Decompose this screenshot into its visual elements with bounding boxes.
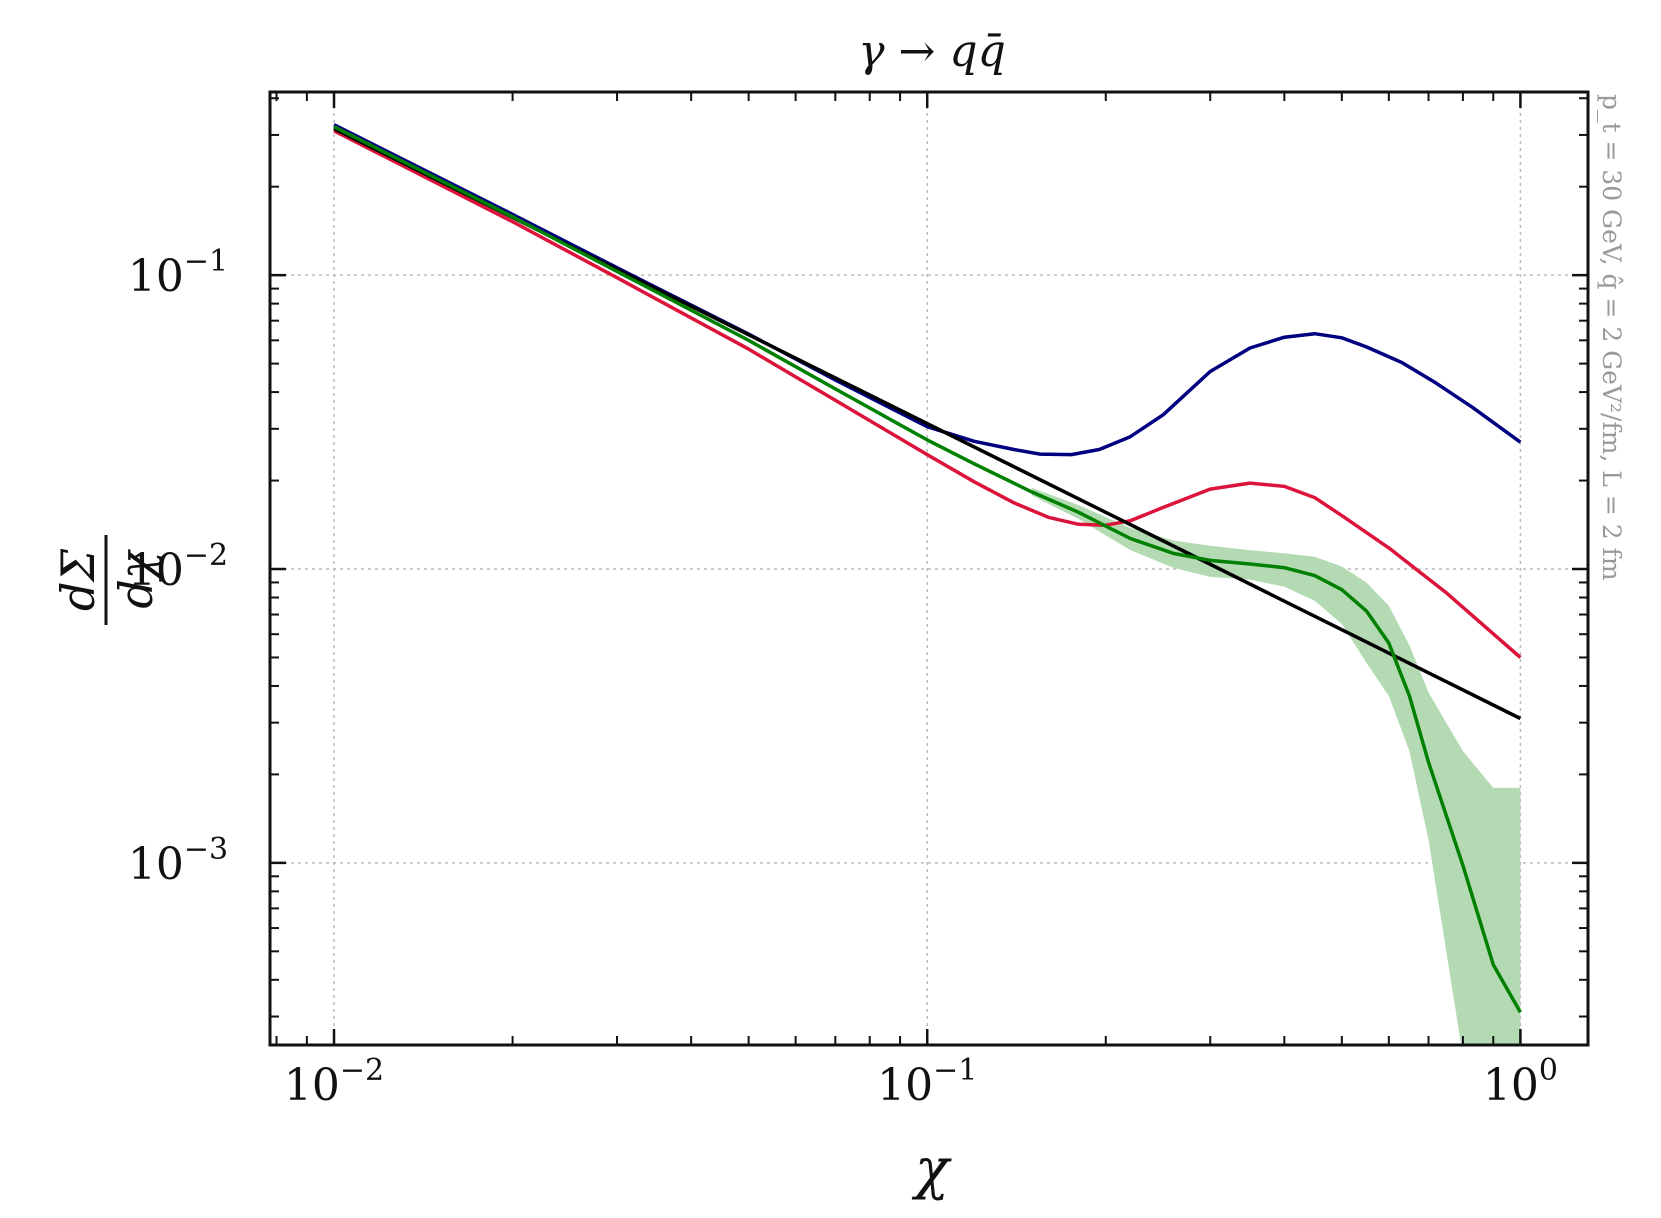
x-tick-label: 10−1 [877,1053,977,1111]
parameter-annotation: p_t = 30 GeV, q̂ = 2 GeV²/fm, L = 2 fm [1597,94,1626,581]
uncertainty-band [1031,487,1521,1045]
y-axis-label: dΣ dχ [51,535,163,625]
y-tick-label: 10−2 [128,538,228,596]
y-tick-label: 10−3 [128,832,228,890]
x-tick-label: 10−2 [284,1053,384,1111]
x-axis-label: χ [911,1137,952,1202]
uncertainty-band-layer [1031,487,1521,1045]
x-tick-label: 100 [1483,1053,1558,1111]
series-layer [333,123,1522,1014]
chart-title: γ → qq̄ [858,26,1005,77]
plot-frame [268,90,1590,1047]
parameter-annotation-group: p_t = 30 GeV, q̂ = 2 GeV²/fm, L = 2 fm [1597,94,1626,581]
y-axis-label-numerator: dΣ [51,549,105,611]
grid-layer [270,92,1588,1045]
tick-labels-layer: 10−2 10−1 100 10−1 10−2 10−3 [128,244,1558,1111]
y-tick-label: 10−1 [128,244,228,302]
series-line-3 [333,125,1522,1014]
y-axis-label-denominator: dχ [109,548,163,608]
